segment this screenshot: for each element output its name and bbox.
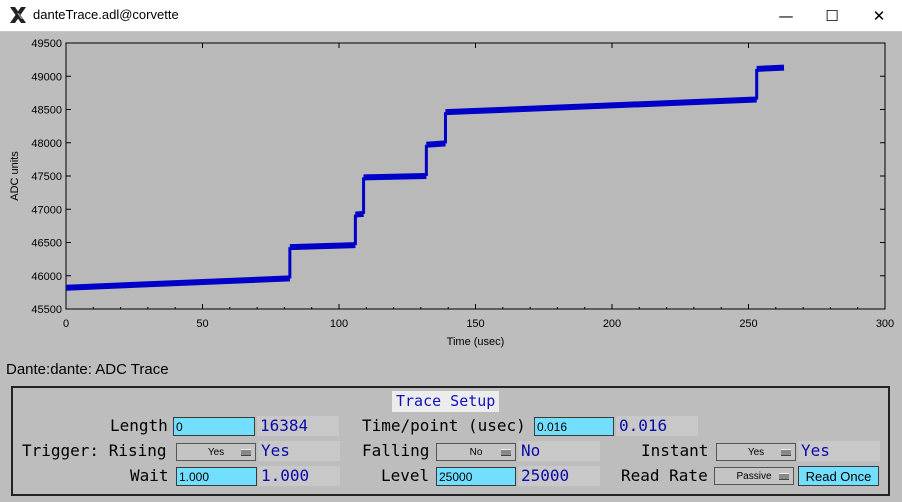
- instant-readback: Yes: [798, 441, 880, 461]
- read-rate-menu[interactable]: Passive: [714, 467, 794, 485]
- x-axis-label: Time (usec): [447, 336, 505, 348]
- falling-label: Falling: [362, 441, 430, 460]
- minimize-icon: —: [778, 6, 794, 25]
- y-tick-label: 46000: [31, 271, 62, 283]
- y-tick-label: 46500: [31, 238, 62, 250]
- time-per-point-label: Time/point (usec): [362, 416, 526, 435]
- plot-frame: [65, 42, 886, 310]
- trace-segment: [355, 210, 364, 218]
- y-tick-label: 49500: [31, 38, 62, 50]
- falling-menu-value: No: [469, 446, 483, 458]
- read-once-button[interactable]: Read Once: [798, 466, 879, 486]
- adc-trace-chart: 0 50 100 150 200 250 300 45500 46000 46500 47000 47…: [9, 38, 894, 348]
- wait-label: Wait: [130, 466, 169, 485]
- instant-label: Instant: [641, 441, 709, 460]
- level-readback: 25000: [518, 466, 600, 486]
- maximize-button[interactable]: ☐: [809, 0, 855, 31]
- x-tick-label: 50: [196, 318, 208, 330]
- y-tick-label: 48500: [31, 105, 62, 117]
- maximize-icon: ☐: [825, 6, 839, 25]
- time-per-point-readback: 0.016: [616, 416, 698, 436]
- window-title: danteTrace.adl@corvette: [33, 7, 179, 22]
- trigger-rising-label: Trigger: Rising: [22, 441, 167, 460]
- falling-menu[interactable]: No: [436, 443, 516, 461]
- rising-menu[interactable]: Yes: [176, 443, 256, 461]
- instant-menu[interactable]: Yes: [716, 443, 796, 461]
- falling-readback: No: [518, 441, 600, 461]
- minimize-button[interactable]: —: [763, 0, 809, 31]
- rising-menu-value: Yes: [207, 446, 225, 458]
- x-tick-label: 150: [466, 318, 484, 330]
- trace-segment: [363, 173, 427, 181]
- y-tick-label: 47500: [31, 171, 62, 183]
- trace-segment: [756, 64, 785, 72]
- read-rate-label: Read Rate: [621, 466, 708, 485]
- trace-setup-title: Trace Setup: [392, 391, 500, 412]
- rising-readback: Yes: [258, 441, 340, 461]
- length-label: Length: [110, 416, 168, 435]
- title-bar: danteTrace.adl@corvette — ☐ ✕: [0, 0, 902, 32]
- y-tick-label: 47000: [31, 204, 62, 216]
- menu-indicator-icon: [781, 449, 791, 456]
- menu-indicator-icon: [501, 449, 511, 456]
- read-rate-menu-value: Passive: [736, 470, 772, 482]
- close-button[interactable]: ✕: [856, 0, 902, 31]
- time-per-point-input[interactable]: [534, 417, 614, 436]
- trace-caption: Dante:dante: ADC Trace: [6, 361, 169, 378]
- level-label: Level: [381, 466, 430, 485]
- x-tick-label: 250: [739, 318, 757, 330]
- y-tick-label: 45500: [31, 304, 62, 316]
- menu-indicator-icon: [241, 449, 251, 456]
- close-icon: ✕: [872, 6, 886, 25]
- wait-input[interactable]: [176, 467, 257, 486]
- trace-segment: [426, 140, 446, 148]
- y-axis-label: ADC units: [9, 151, 21, 201]
- trace-segment: [445, 96, 757, 116]
- menu-indicator-icon: [779, 473, 789, 480]
- instant-menu-value: Yes: [747, 446, 765, 458]
- x-tick-label: 200: [603, 318, 621, 330]
- y-tick-label: 49000: [31, 71, 62, 83]
- trace-segment: [289, 242, 356, 251]
- wait-readback: 1.000: [258, 466, 340, 486]
- length-readback: 16384: [257, 416, 339, 436]
- level-input[interactable]: [436, 467, 516, 486]
- x-tick-label: 100: [330, 318, 348, 330]
- y-tick-label: 48000: [31, 138, 62, 150]
- x-tick-label: 300: [876, 318, 894, 330]
- x11-app-icon: [10, 7, 26, 23]
- x-tick-label: 0: [63, 318, 69, 330]
- trace-segment: [65, 275, 290, 291]
- length-input[interactable]: [173, 417, 255, 436]
